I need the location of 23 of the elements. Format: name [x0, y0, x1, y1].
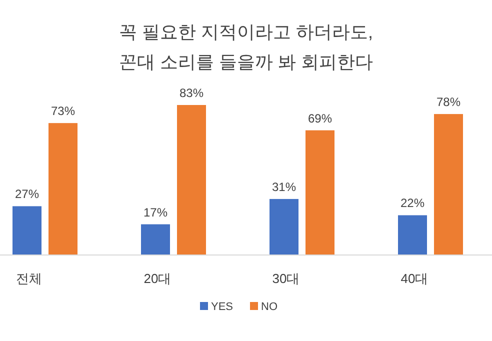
bar	[48, 123, 78, 255]
legend-label: YES	[211, 301, 234, 313]
data-label: 73%	[50, 104, 76, 118]
bar	[434, 114, 463, 255]
bar	[12, 206, 42, 255]
x-tick-label: 전체	[16, 271, 42, 286]
data-label: 27%	[14, 187, 40, 202]
data-label: 31%	[272, 180, 296, 194]
data-label: 17%	[143, 205, 168, 220]
chart-title: 꼭 필요한 지적이라고 하더라도, 꼰대 소리를 들을까 봐 회피한다	[118, 22, 374, 72]
bar	[141, 224, 170, 255]
legend-label: NO	[261, 301, 278, 313]
data-label: 83%	[179, 86, 204, 100]
bar	[306, 130, 334, 255]
x-tick-label: 30대	[272, 271, 300, 286]
data-label: 69%	[308, 111, 332, 126]
x-tick-label: 20대	[144, 271, 172, 286]
x-tick-label: 40대	[400, 271, 428, 286]
data-label: 78%	[436, 95, 461, 110]
bar	[270, 198, 298, 255]
data-label: 22%	[400, 196, 425, 210]
bar	[177, 105, 206, 255]
bar	[398, 215, 427, 255]
